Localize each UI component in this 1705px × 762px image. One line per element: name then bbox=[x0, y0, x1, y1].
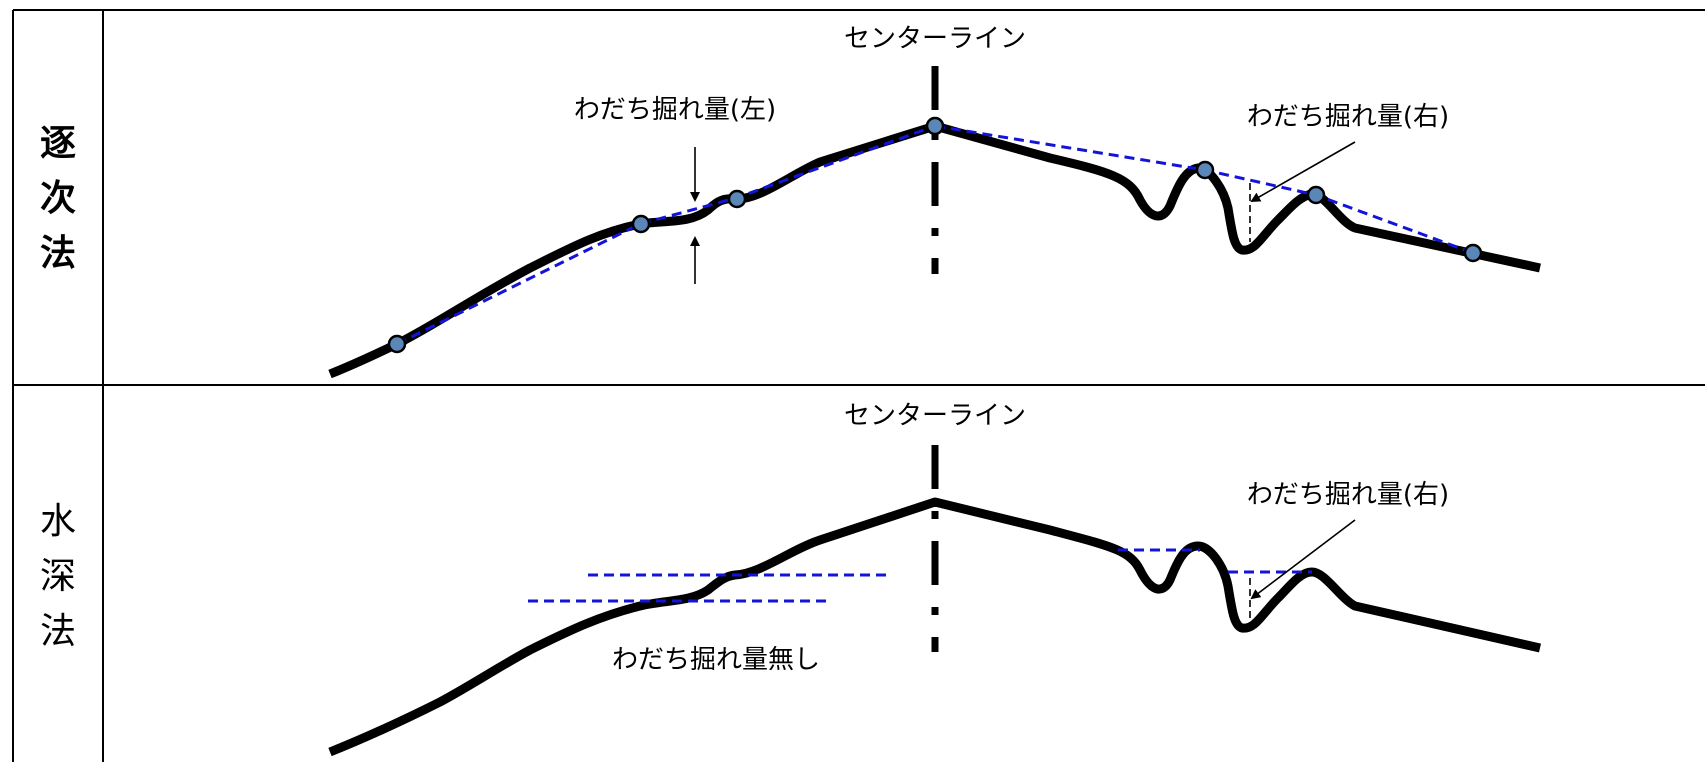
center-line-label: センターライン bbox=[844, 401, 1026, 431]
row-label-char: 法 bbox=[40, 233, 76, 274]
annotation-rut-right: わだち掘れ量(右) bbox=[1247, 102, 1449, 132]
measurement-point bbox=[1195, 160, 1215, 180]
row-label-char: 次 bbox=[40, 178, 76, 219]
pointer-line bbox=[1250, 519, 1356, 600]
measurement-point bbox=[1306, 185, 1326, 205]
center-line-label: センターライン bbox=[844, 24, 1026, 54]
measurement-point bbox=[925, 116, 945, 136]
measurement-point bbox=[387, 334, 407, 354]
measurement-point bbox=[631, 214, 651, 234]
reference-line-left bbox=[396, 124, 936, 346]
pointer-line bbox=[1250, 141, 1356, 202]
measurement-point bbox=[727, 189, 747, 209]
row-label-char: 深 bbox=[40, 556, 76, 597]
row-label-char: 水 bbox=[40, 501, 76, 542]
annotation-rut-left: わだち掘れ量(左) bbox=[574, 95, 776, 125]
table-grid bbox=[12, 9, 1705, 762]
row-label-char: 逐 bbox=[40, 123, 76, 164]
row-label-char: 法 bbox=[40, 611, 76, 652]
road-profile bbox=[328, 497, 1541, 757]
row-successive-method: 逐 次 法 センターライン わだち掘れ量(左) わだち掘れ量(右) bbox=[40, 24, 1541, 379]
annotation-rut-right: わだち掘れ量(右) bbox=[1247, 480, 1449, 510]
row-water-depth-method: 水 深 法 センターライン わだち掘れ量無し わだち掘れ量(右) bbox=[40, 401, 1541, 757]
annotation-no-rut: わだち掘れ量無し bbox=[612, 645, 820, 675]
measurement-point bbox=[1463, 243, 1483, 263]
reference-line-right bbox=[934, 124, 1474, 255]
road-profile bbox=[328, 121, 1541, 379]
